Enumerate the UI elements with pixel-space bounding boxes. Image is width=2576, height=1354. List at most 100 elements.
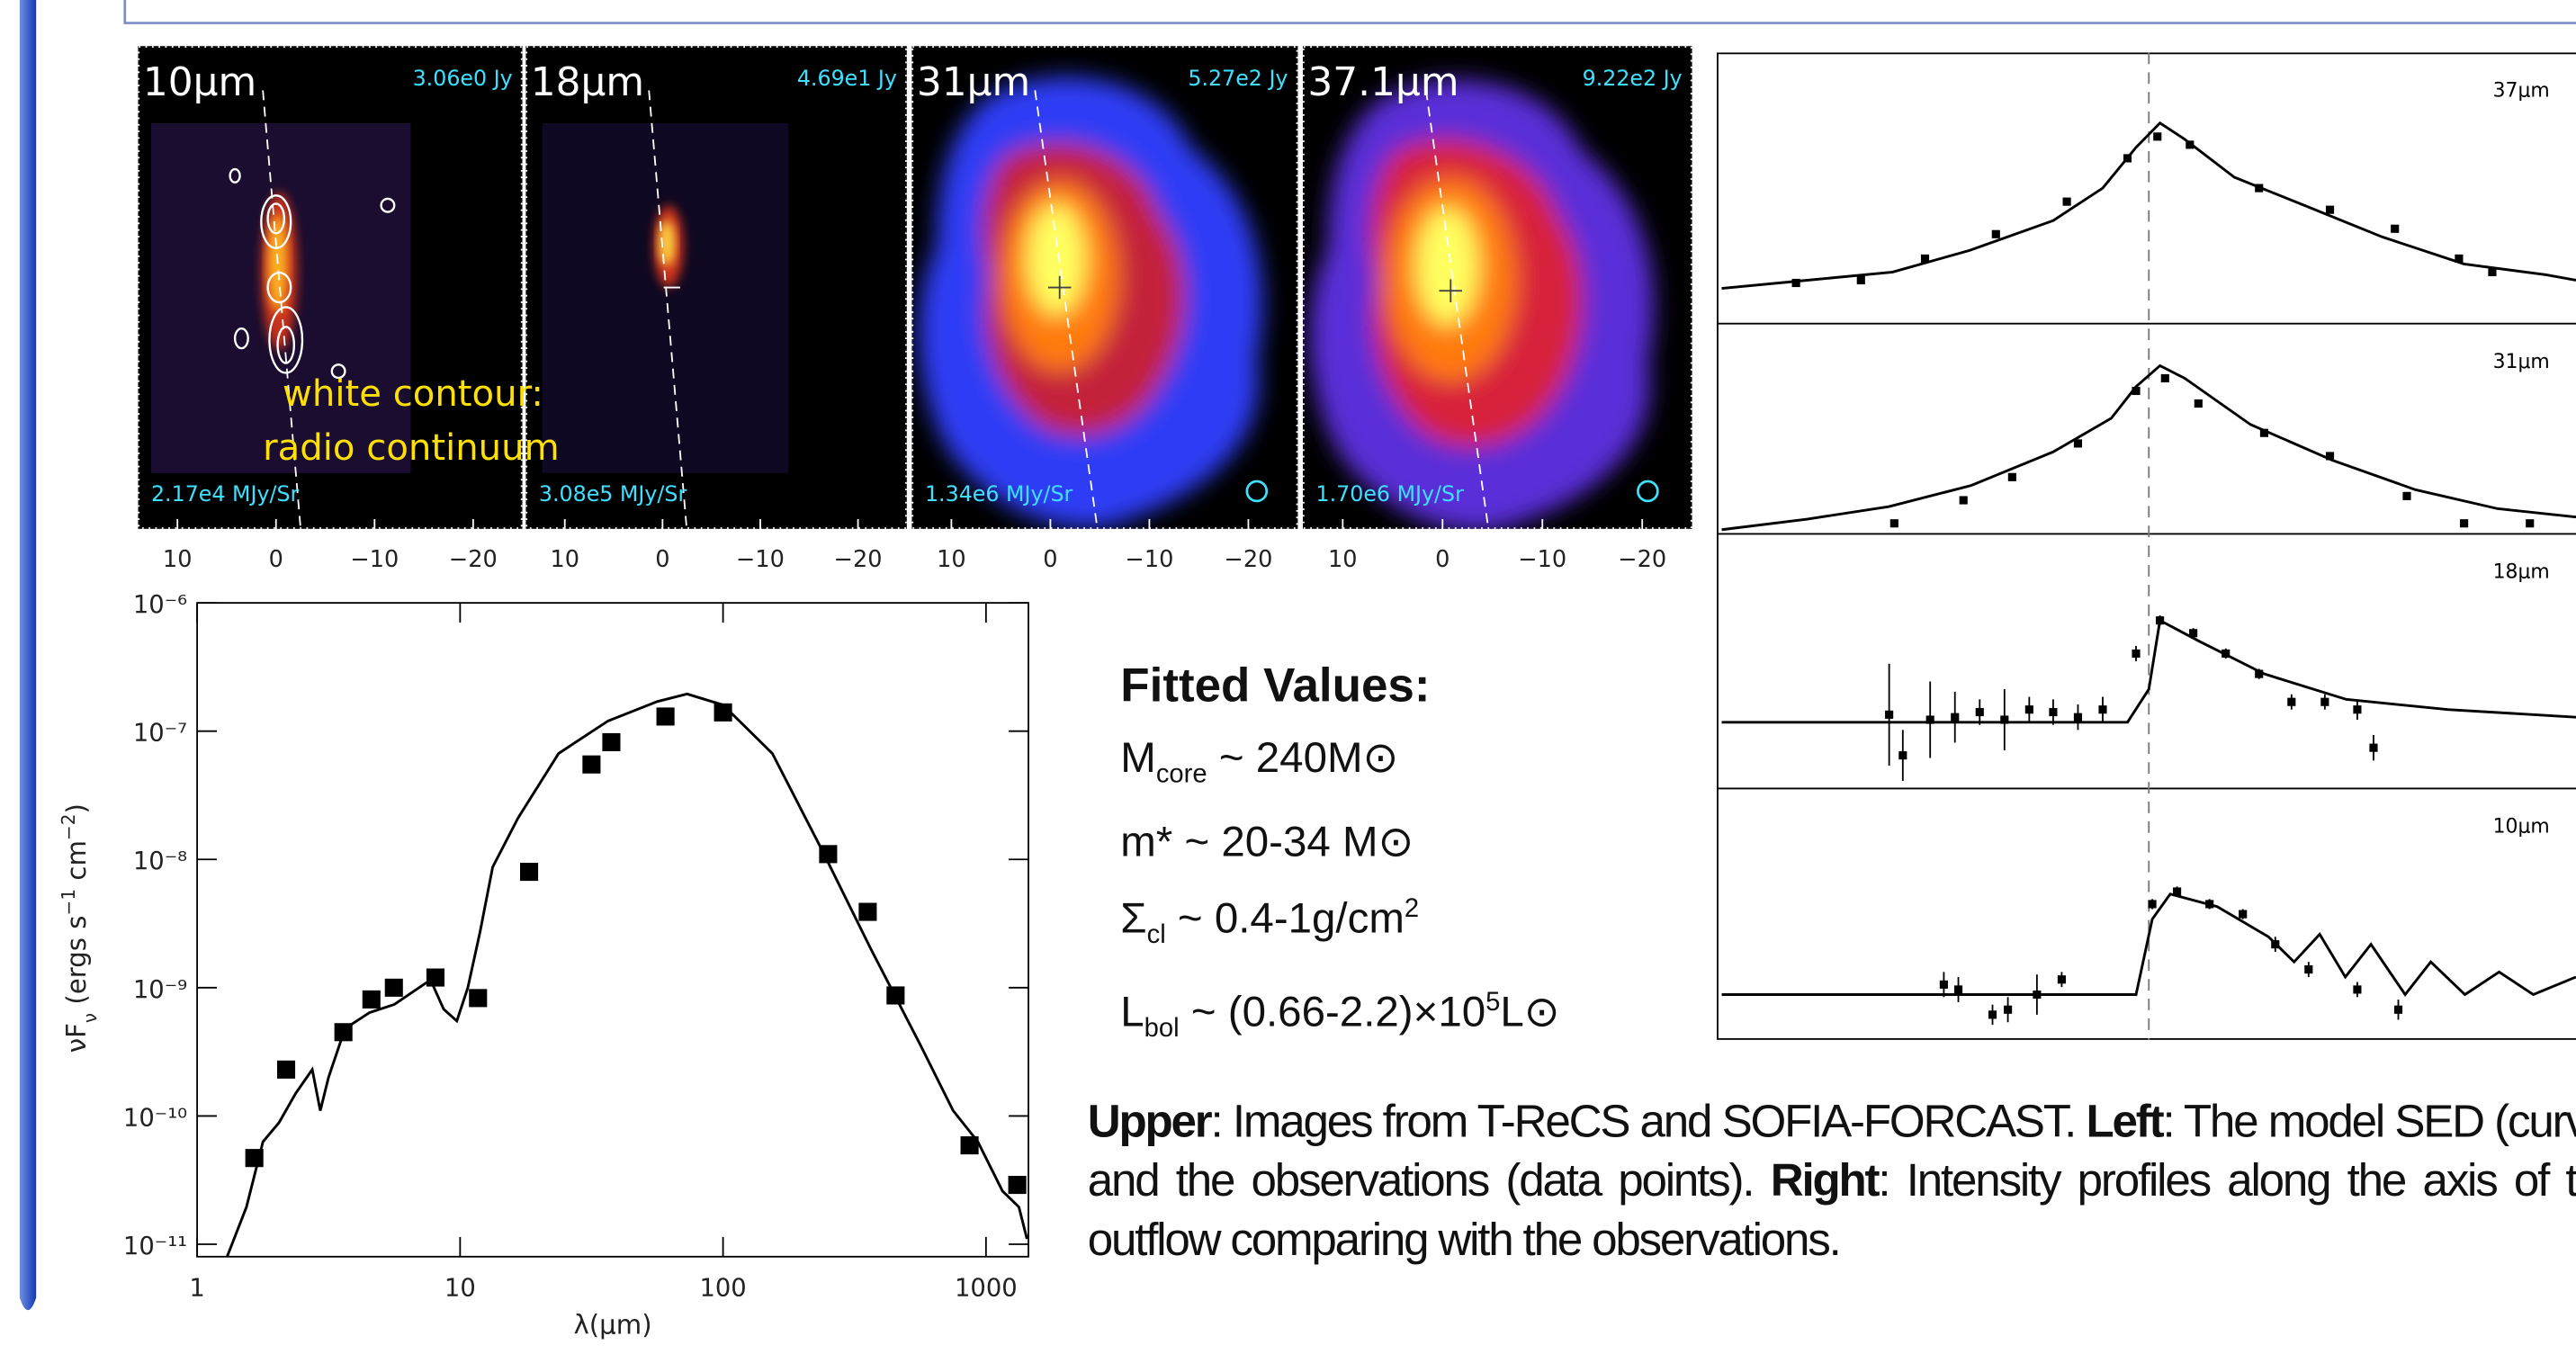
data-point — [2391, 224, 2400, 233]
profile-label: 31μm — [2493, 351, 2550, 373]
image-x-tick-label: 10 — [937, 546, 966, 573]
image-x-tick-label: −20 — [449, 546, 498, 573]
y-axis-label-part: ν — [79, 1013, 101, 1023]
model-curve — [1721, 618, 2576, 724]
caption-text: : Images from T-ReCS and SOFIA-FORCAST. — [1210, 1095, 2087, 1147]
data-point — [2062, 197, 2071, 206]
image-x-tick-label: 0 — [269, 546, 283, 573]
image-flux-label: 9.22e2 Jy — [1583, 66, 1683, 91]
data-point — [2073, 713, 2083, 722]
data-point — [2353, 705, 2362, 714]
sed-plot-frame — [196, 602, 1029, 1258]
data-point — [2160, 373, 2169, 383]
image-band-label: 18μm — [531, 59, 644, 105]
data-point — [2455, 254, 2464, 263]
data-point — [1953, 985, 1963, 994]
data-point — [1889, 519, 1898, 528]
fitted-line: m* ~ 20-34 M⊙ — [1120, 809, 1559, 876]
image-surface-label: 2.17e4 MJy/Sr — [151, 481, 300, 507]
image-x-tick-label: 10 — [550, 546, 579, 573]
data-point — [520, 863, 539, 882]
caption-text: Upper — [1087, 1095, 1213, 1147]
image-panel — [1302, 46, 1692, 529]
caption: Upper: Images from T-ReCS and SOFIA-FORC… — [1088, 1092, 2576, 1269]
data-point — [1939, 980, 1948, 989]
fitted-text: 2 — [1404, 895, 1420, 924]
data-point — [2189, 629, 2198, 638]
image-surface-label: 3.08e5 MJy/Sr — [539, 481, 687, 507]
image-x-tick-label: 10 — [1328, 546, 1358, 573]
data-point — [1951, 713, 1960, 722]
image-x-tick-label: 0 — [1435, 546, 1450, 573]
data-point — [276, 1060, 296, 1079]
data-point — [960, 1136, 979, 1155]
data-point — [2156, 616, 2165, 625]
profile-chart: 31μm — [1721, 351, 2576, 532]
data-point — [1856, 275, 1865, 285]
image-x-tick-label: −10 — [350, 546, 399, 573]
data-point — [1925, 715, 1934, 724]
data-point — [2024, 705, 2033, 714]
fitted-text: m* ~ 20-34 M⊙ — [1120, 816, 1414, 866]
data-point — [858, 902, 877, 921]
data-point — [2259, 428, 2269, 437]
data-point — [2239, 910, 2248, 919]
image-surface-label: 1.70e6 MJy/Sr — [1316, 481, 1465, 507]
data-point — [582, 755, 601, 774]
profile-frame — [1717, 52, 2576, 1040]
data-point — [819, 845, 838, 864]
side-bar — [19, 0, 37, 1311]
data-point — [2353, 985, 2362, 994]
title-frame — [123, 0, 2576, 24]
image-x-tick-label: 10 — [163, 546, 193, 573]
data-point — [1791, 278, 1800, 288]
data-point — [2287, 697, 2296, 706]
model-curve — [1721, 363, 2576, 532]
caption-text: : The model SED (curve) and the observat… — [1087, 1095, 2576, 1206]
y-axis-label-part: ) — [61, 803, 92, 813]
data-point — [2186, 140, 2195, 149]
fitted-text: core — [1155, 760, 1207, 789]
y-axis-label-part: −1 — [58, 889, 79, 916]
x-tick-label: 1 — [189, 1275, 204, 1303]
image-panel — [138, 46, 523, 529]
fitted-line: Σcl ~ 0.4-1g/cm2 — [1120, 876, 1559, 970]
data-point — [1008, 1176, 1027, 1195]
image-band-label: 37.1μm — [1307, 59, 1459, 105]
data-point — [2194, 399, 2203, 408]
y-tick-label: 10⁻⁶ — [133, 591, 187, 619]
data-point — [2325, 452, 2335, 461]
model-curve — [1721, 892, 2576, 997]
data-point — [2255, 184, 2264, 193]
data-point — [2098, 705, 2107, 714]
image-x-tick-label: −20 — [834, 546, 883, 573]
data-point — [2132, 386, 2141, 396]
image-band-label: 31μm — [917, 59, 1030, 105]
y-tick-label: 10⁻¹¹ — [123, 1233, 187, 1260]
image-x-tick-label: 0 — [1043, 546, 1057, 573]
image-panel — [525, 46, 907, 529]
data-point — [469, 989, 488, 1008]
y-axis-label-part: (ergs s — [61, 915, 92, 1012]
x-tick-label: 100 — [699, 1275, 746, 1303]
y-tick-label: 10⁻⁹ — [133, 976, 187, 1004]
y-axis-label: νFν (ergs s−1 cm−2) — [58, 803, 101, 1053]
fitted-text: 5 — [1485, 989, 1501, 1018]
data-point — [2205, 900, 2214, 909]
profile-label: 37μm — [2493, 80, 2550, 103]
data-point — [2460, 519, 2469, 528]
image-band-label: 10μm — [143, 59, 256, 105]
data-point — [2007, 472, 2016, 481]
y-axis-label-part: νF — [61, 1023, 92, 1053]
data-point — [384, 978, 403, 997]
data-point — [2148, 900, 2157, 909]
image-x-tick-label: −20 — [1224, 546, 1272, 573]
model-curve — [226, 692, 1028, 1257]
x-tick-label: 1000 — [955, 1275, 1018, 1303]
data-point — [334, 1023, 353, 1042]
fitted-text: Σ — [1120, 892, 1147, 943]
data-point — [2033, 990, 2042, 1000]
data-point — [2049, 707, 2058, 717]
data-point — [2325, 205, 2335, 214]
